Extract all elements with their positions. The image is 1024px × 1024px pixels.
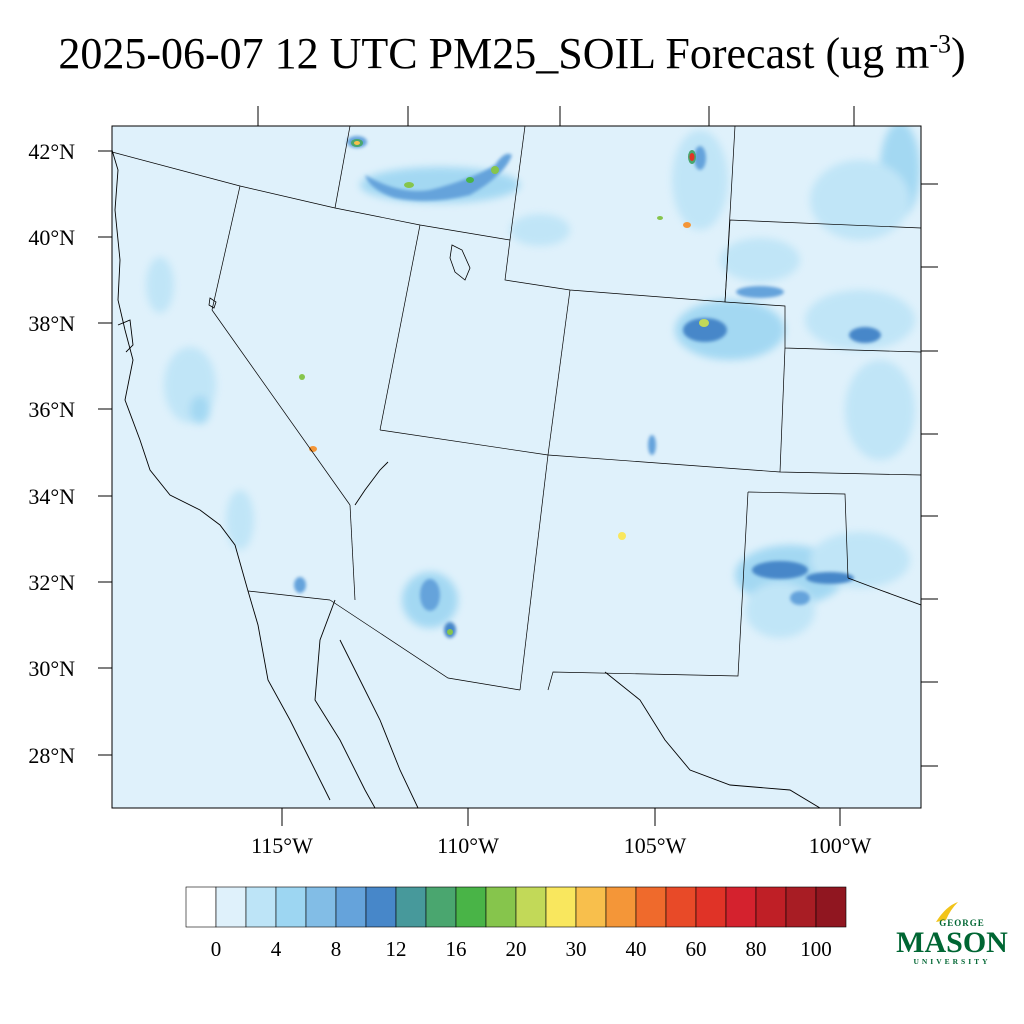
map-title: 2025-06-07 12 UTC PM25_SOIL Forecast (ug… (58, 29, 966, 78)
hotspots (299, 139, 709, 635)
colorbar-tick-label: 12 (386, 937, 407, 961)
colorbar-swatch (575, 886, 607, 928)
colorbar-swatch (395, 886, 427, 928)
lat-label: 38°N (28, 311, 75, 336)
colorbar-swatch (365, 886, 397, 928)
svg-text:UNIVERSITY: UNIVERSITY (913, 957, 990, 966)
lon-label: 100°W (809, 833, 872, 858)
colorbar-swatch (725, 886, 757, 928)
lat-label: 32°N (28, 570, 75, 595)
colorbar-swatch (665, 886, 697, 928)
lat-label: 30°N (28, 656, 75, 681)
colorbar-swatch (755, 886, 787, 928)
lat-label: 42°N (28, 139, 75, 164)
coastline (112, 149, 921, 808)
lat-label: 36°N (28, 397, 75, 422)
colorbar-swatch (545, 886, 577, 928)
lon-label: 105°W (624, 833, 687, 858)
colorbar-swatch (485, 886, 517, 928)
colorbar-tick-label: 30 (566, 937, 587, 961)
colorbar-tick-label: 16 (446, 937, 467, 961)
lon-label: 110°W (437, 833, 499, 858)
colorbar-tick-label: 100 (800, 937, 832, 961)
colorbar-tick-label: 4 (271, 937, 282, 961)
colorbar-swatch (275, 886, 307, 928)
tick-marks (98, 106, 938, 826)
colorbar-swatch (335, 886, 367, 928)
concentration-field (146, 126, 920, 638)
colorbar-swatch (215, 886, 247, 928)
george-mason-logo: GEORGE MASON UNIVERSITY (896, 902, 1008, 966)
colorbar-swatch (305, 886, 337, 928)
logo-flame-icon (936, 902, 958, 922)
colorbar-tick-label: 80 (746, 937, 767, 961)
colorbar-swatch (695, 886, 727, 928)
svg-text:MASON: MASON (896, 926, 1008, 959)
colorbar-tick-label: 20 (506, 937, 527, 961)
colorbar-swatch (815, 886, 847, 928)
colorbar-tick-label: 60 (686, 937, 707, 961)
colorbar-swatch (455, 886, 487, 928)
map-frame (111, 125, 922, 809)
colorbar-swatch (635, 886, 667, 928)
colorbar-tick-label: 0 (211, 937, 222, 961)
lon-label: 115°W (251, 833, 313, 858)
colorbar-tick-label: 8 (331, 937, 342, 961)
lake-tahoe (208, 297, 217, 309)
lat-label: 34°N (28, 484, 75, 509)
svg-text:GEORGE: GEORGE (939, 918, 985, 928)
longitude-labels: 115°W 110°W 105°W 100°W (251, 833, 871, 858)
colorbar-swatch (515, 886, 547, 928)
lat-label: 28°N (28, 743, 75, 768)
colorbar-swatch (245, 886, 277, 928)
latitude-labels: 42°N 40°N 38°N 36°N 34°N 32°N 30°N 28°N (28, 139, 75, 768)
colorbar-labels: 0 4 8 12 16 20 30 40 60 80 100 (211, 937, 832, 961)
colorbar (185, 886, 847, 928)
colorbar-swatch (605, 886, 637, 928)
colorbar-swatch (185, 886, 217, 928)
lat-label: 40°N (28, 225, 75, 250)
state-borders (112, 126, 921, 691)
great-salt-lake (449, 244, 471, 281)
colorbar-swatch (785, 886, 817, 928)
colorbar-swatch (425, 886, 457, 928)
colorbar-tick-label: 40 (626, 937, 647, 961)
